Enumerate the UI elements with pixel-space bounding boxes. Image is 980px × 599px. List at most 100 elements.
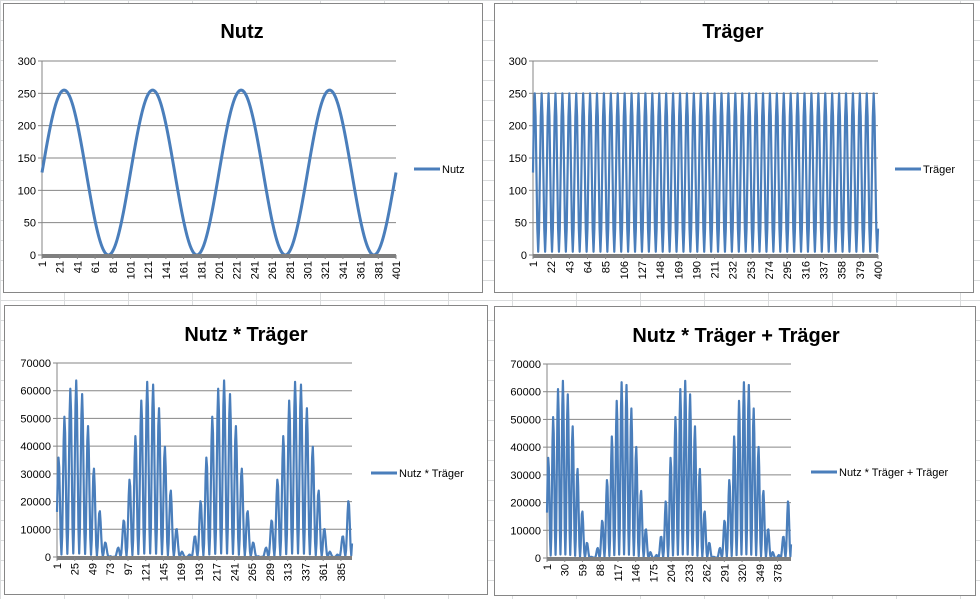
nutz-mal-traeger-x-tick-label: 265 — [247, 563, 259, 581]
nutz-y-tick-label: 50 — [24, 218, 36, 230]
traeger-x-tick-label: 295 — [782, 261, 794, 279]
nutz-mal-traeger-plus-traeger-title: Nutz * Träger + Träger — [632, 325, 840, 347]
nutz-mal-traeger-plus-traeger-series-line — [545, 379, 793, 560]
nutz-x-tick-label: 261 — [267, 261, 279, 279]
traeger-x-tick-label: 316 — [800, 261, 812, 279]
nutz-mal-traeger-plus-traeger-x-tick-label: 117 — [613, 564, 625, 582]
nutz-mal-traeger-title: Nutz * Träger — [184, 324, 308, 346]
nutz-mal-traeger-plus-traeger-y-tick-label: 10000 — [510, 525, 541, 537]
nutz-mal-traeger-x-tick-label: 289 — [265, 563, 277, 581]
nutz-mal-traeger-y-tick-label: 20000 — [20, 497, 51, 509]
traeger-y-tick-label: 250 — [509, 88, 527, 100]
traeger-x-tick-label: 211 — [710, 261, 722, 279]
nutz-mal-traeger-y-tick-label: 60000 — [20, 386, 51, 398]
traeger-x-tick-label: 358 — [837, 261, 849, 279]
nutz-mal-traeger-x-tick-label: 337 — [300, 563, 312, 581]
traeger-x-tick-label: 169 — [673, 261, 685, 279]
nutz-y-tick-label: 0 — [30, 250, 36, 262]
nutz-x-tick-label: 401 — [391, 261, 403, 279]
nutz-x-tick-label: 81 — [108, 261, 120, 273]
traeger-series-line — [531, 92, 880, 253]
nutz-x-tick-label: 321 — [320, 261, 332, 279]
traeger-y-tick-label: 150 — [509, 153, 527, 165]
nutz-mal-traeger-plus-traeger-y-tick-label: 40000 — [510, 442, 541, 454]
traeger-y-tick-label: 200 — [509, 121, 527, 133]
nutz-x-tick-label: 241 — [249, 261, 261, 279]
nutz-mal-traeger-y-tick-label: 50000 — [20, 413, 51, 425]
nutz-mal-traeger-x-tick-label: 121 — [141, 563, 153, 581]
nutz-mal-traeger-y-tick-label: 40000 — [20, 441, 51, 453]
traeger-x-tick-label: 379 — [855, 261, 867, 279]
traeger-x-tick-label: 337 — [819, 261, 831, 279]
nutz-x-tick-label: 301 — [303, 261, 315, 279]
nutz-mal-traeger-plus-traeger-legend-label: Nutz * Träger + Träger — [839, 467, 948, 479]
nutz-mal-traeger-x-tick-label: 217 — [212, 563, 224, 581]
chart-nutz-mal-traeger-plus-traeger[interactable]: Nutz * Träger + Träger 0 10000 20000 30000 40… — [494, 306, 976, 596]
nutz-x-tick-label: 1 — [37, 261, 49, 267]
traeger-x-tick-label: 22 — [546, 261, 558, 273]
nutz-y-tick-label: 300 — [18, 56, 36, 68]
nutz-mal-traeger-plus-traeger-y-tick-label: 0 — [535, 553, 541, 565]
traeger-title: Träger — [702, 21, 763, 43]
nutz-x-tick-label: 281 — [285, 261, 297, 279]
traeger-x-tick-label: 85 — [601, 261, 613, 273]
traeger-legend-label: Träger — [923, 164, 955, 176]
nutz-series-line — [40, 88, 398, 257]
chart-nutz-mal-traeger-plus-traeger-svg: Nutz * Träger + Träger 0 10000 20000 30000 40… — [510, 325, 948, 582]
traeger-x-tick-label: 232 — [728, 261, 740, 279]
nutz-x-tick-label: 341 — [338, 261, 350, 279]
traeger-x-tick-label: 43 — [564, 261, 576, 273]
nutz-x-tick-label: 361 — [356, 261, 368, 279]
nutz-mal-traeger-y-tick-label: 30000 — [20, 469, 51, 481]
traeger-x-tick-label: 274 — [764, 261, 776, 279]
nutz-mal-traeger-plus-traeger-y-tick-label: 60000 — [510, 387, 541, 399]
chart-traeger-svg: Träger 0 50 100 150 200 250 300 1 22 43 64 85 106 127 1… — [509, 21, 956, 279]
nutz-mal-traeger-y-tick-label: 10000 — [20, 524, 51, 536]
nutz-mal-traeger-x-tick-label: 361 — [318, 563, 330, 581]
nutz-y-tick-label: 200 — [18, 121, 36, 133]
chart-traeger[interactable]: Träger 0 50 100 150 200 250 300 1 22 43 64 85 106 127 1… — [494, 3, 974, 293]
nutz-mal-traeger-x-tick-label: 385 — [336, 563, 348, 581]
nutz-mal-traeger-plus-traeger-x-tick-label: 262 — [702, 564, 714, 582]
nutz-x-tick-label: 181 — [196, 261, 208, 279]
nutz-mal-traeger-legend-label: Nutz * Träger — [399, 468, 464, 480]
chart-nutz-mal-traeger-svg: Nutz * Träger 0 10000 20000 30000 40000 50000 6… — [20, 324, 464, 581]
nutz-x-tick-label: 121 — [143, 261, 155, 279]
traeger-x-tick-label: 1 — [528, 261, 540, 267]
traeger-x-tick-label: 106 — [619, 261, 631, 279]
traeger-x-tick-label: 64 — [582, 261, 594, 273]
nutz-x-tick-label: 101 — [126, 261, 138, 279]
nutz-mal-traeger-plus-traeger-x-tick-label: 59 — [577, 564, 589, 576]
traeger-y-tick-label: 300 — [509, 56, 527, 68]
nutz-mal-traeger-plus-traeger-x-tick-label: 175 — [648, 564, 660, 582]
nutz-mal-traeger-plus-traeger-x-tick-label: 349 — [755, 564, 767, 582]
nutz-mal-traeger-plus-traeger-x-tick-label: 30 — [560, 564, 572, 576]
nutz-mal-traeger-plus-traeger-x-tick-label: 233 — [684, 564, 696, 582]
nutz-legend-label: Nutz — [442, 164, 465, 176]
nutz-mal-traeger-x-tick-label: 145 — [158, 563, 170, 581]
nutz-mal-traeger-x-tick-label: 193 — [194, 563, 206, 581]
traeger-y-tick-label: 100 — [509, 185, 527, 197]
traeger-x-tick-label: 148 — [655, 261, 667, 279]
chart-nutz[interactable]: Nutz 0 50 100 150 200 250 300 1 21 41 61 81 101 121 141… — [3, 3, 483, 293]
nutz-mal-traeger-x-tick-label: 1 — [52, 563, 64, 569]
traeger-x-tick-label: 253 — [746, 261, 758, 279]
nutz-mal-traeger-plus-traeger-y-tick-label: 70000 — [510, 359, 541, 371]
chart-nutz-mal-traeger[interactable]: Nutz * Träger 0 10000 20000 30000 40000 50000 6… — [4, 305, 488, 595]
nutz-x-tick-label: 381 — [373, 261, 385, 279]
nutz-x-tick-label: 161 — [179, 261, 191, 279]
nutz-mal-traeger-plus-traeger-x-tick-label: 204 — [666, 564, 678, 582]
nutz-x-tick-label: 201 — [214, 261, 226, 279]
nutz-mal-traeger-plus-traeger-y-tick-label: 30000 — [510, 470, 541, 482]
nutz-mal-traeger-x-tick-label: 313 — [283, 563, 295, 581]
nutz-x-tick-label: 141 — [161, 261, 173, 279]
nutz-mal-traeger-x-tick-label: 73 — [105, 563, 117, 575]
nutz-y-tick-label: 100 — [18, 185, 36, 197]
nutz-mal-traeger-plus-traeger-x-tick-label: 146 — [631, 564, 643, 582]
nutz-mal-traeger-x-tick-label: 49 — [87, 563, 99, 575]
nutz-x-tick-label: 221 — [232, 261, 244, 279]
traeger-y-tick-label: 0 — [521, 250, 527, 262]
nutz-x-tick-label: 61 — [90, 261, 102, 273]
nutz-mal-traeger-plus-traeger-y-tick-label: 20000 — [510, 498, 541, 510]
